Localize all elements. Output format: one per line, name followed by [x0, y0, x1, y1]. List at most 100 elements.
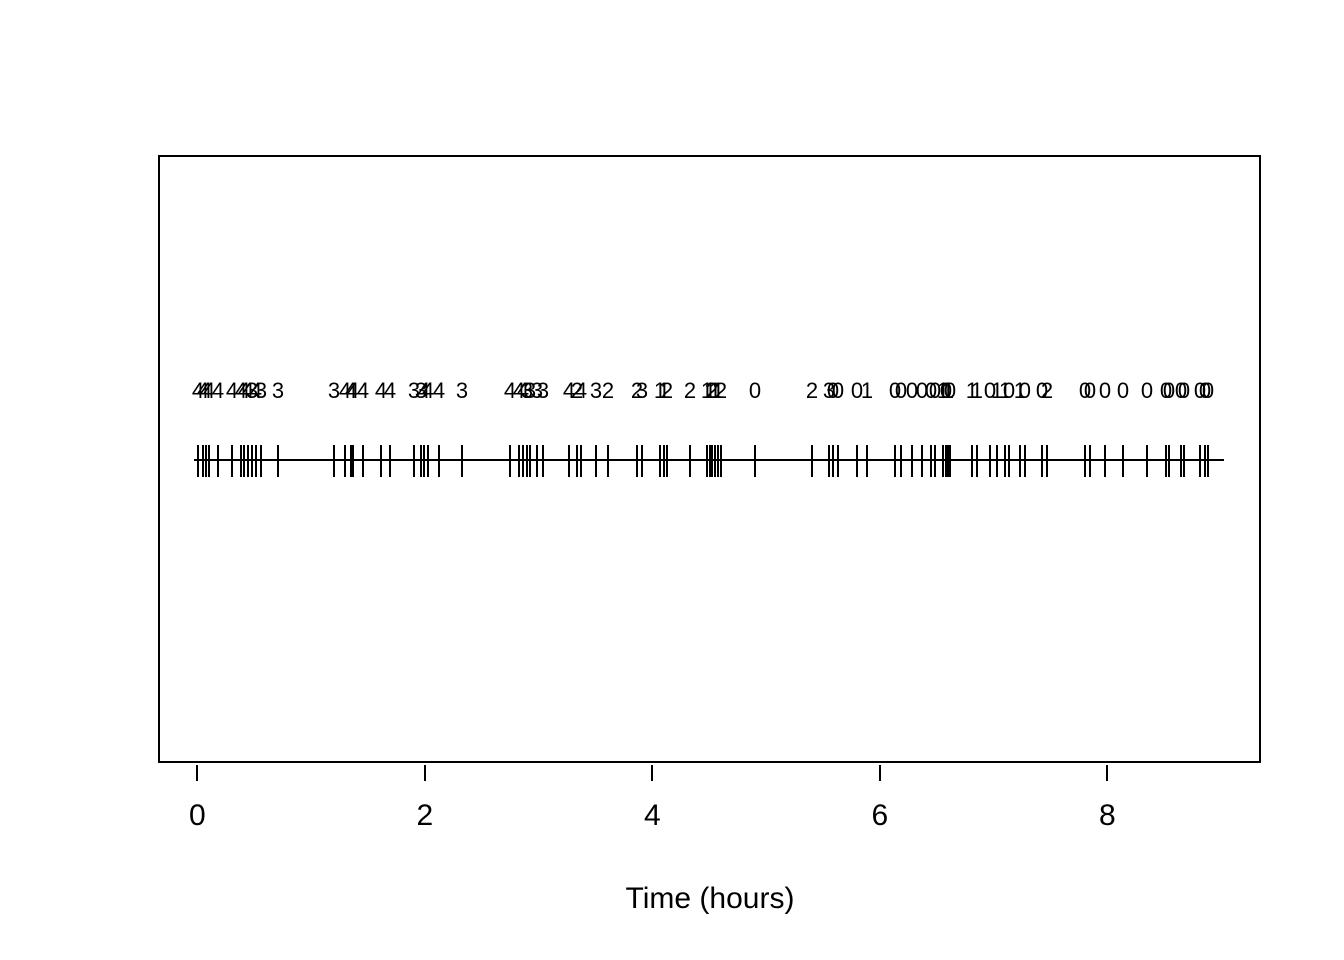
- event-tick: [663, 445, 665, 477]
- event-tick: [832, 445, 835, 477]
- event-tick: [216, 445, 219, 477]
- event-tick: [420, 445, 423, 477]
- event-count-label: 4: [237, 378, 251, 403]
- x-axis-tick: [651, 765, 654, 781]
- event-count-label: 0: [1174, 378, 1188, 403]
- event-tick: [995, 445, 998, 477]
- event-count-label: 0: [924, 378, 938, 403]
- event-count-label: 0: [831, 378, 845, 403]
- event-count-label: 1: [970, 378, 984, 403]
- event-tick: [942, 445, 945, 477]
- event-count-label: 3: [536, 378, 550, 403]
- event-tick: [866, 445, 869, 477]
- event-tick: [508, 445, 511, 477]
- event-tick: [636, 445, 639, 477]
- event-count-label: 1: [1013, 378, 1027, 403]
- event-tick: [230, 445, 233, 477]
- event-count-label: 0: [888, 378, 902, 403]
- event-count-label: 4: [249, 378, 263, 403]
- event-count-label: 3: [407, 378, 421, 403]
- event-count-label: 4: [234, 378, 248, 403]
- event-tick: [810, 445, 813, 477]
- event-tick: [575, 445, 578, 477]
- event-tick: [254, 445, 257, 477]
- event-tick: [1182, 445, 1185, 477]
- event-count-label: 2: [570, 378, 584, 403]
- event-tick: [711, 445, 713, 477]
- event-tick: [1104, 445, 1106, 477]
- event-tick: [641, 445, 644, 477]
- event-count-label: 4: [503, 378, 517, 403]
- x-axis-tick: [196, 765, 199, 781]
- event-count-label: 3: [520, 378, 534, 403]
- event-tick: [709, 445, 712, 477]
- event-count-label: 4: [417, 378, 431, 403]
- event-count-label: 0: [1018, 378, 1032, 403]
- event-tick: [1121, 445, 1124, 477]
- event-tick: [894, 445, 897, 477]
- event-count-label: 1: [708, 378, 722, 403]
- event-count-label: 1: [936, 378, 950, 403]
- event-tick: [1198, 445, 1201, 477]
- event-tick: [856, 445, 859, 477]
- event-count-label: 4: [562, 378, 576, 403]
- event-count-label: 0: [1035, 378, 1049, 403]
- event-tick: [521, 445, 524, 477]
- event-count-label: 3: [271, 378, 285, 403]
- event-count-label: 3: [414, 378, 428, 403]
- event-tick: [714, 445, 717, 477]
- event-count-label: 3: [254, 378, 268, 403]
- event-count-label: 2: [714, 378, 728, 403]
- event-count-label: 0: [1193, 378, 1207, 403]
- event-tick: [579, 445, 582, 477]
- event-count-label: 4: [202, 378, 216, 403]
- event-count-label: 2: [1040, 378, 1054, 403]
- event-tick: [944, 445, 947, 477]
- event-count-label: 0: [928, 378, 942, 403]
- event-tick: [422, 445, 425, 477]
- event-count-label: 0: [939, 378, 953, 403]
- event-tick: [594, 445, 597, 477]
- event-tick: [1018, 445, 1021, 477]
- event-tick: [933, 445, 936, 477]
- event-tick: [1040, 445, 1043, 477]
- event-count-label: 0: [1177, 378, 1191, 403]
- event-count-label: 4: [421, 378, 435, 403]
- event-count-label: 2: [630, 378, 644, 403]
- event-tick: [251, 445, 253, 477]
- x-axis-tick-label: 4: [644, 799, 661, 832]
- event-count-label: 4: [346, 378, 360, 403]
- event-tick: [529, 445, 531, 477]
- x-axis-tick-label: 8: [1099, 799, 1116, 832]
- event-count-label: 0: [850, 378, 864, 403]
- event-count-label: 3: [589, 378, 603, 403]
- event-count-label: 3: [530, 378, 544, 403]
- event-count-label: 4: [191, 378, 205, 403]
- event-count-label: 4: [199, 378, 213, 403]
- event-tick: [1145, 445, 1148, 477]
- event-tick: [948, 445, 951, 477]
- event-tick: [201, 445, 204, 477]
- event-tick: [719, 445, 722, 477]
- event-tick: [659, 445, 662, 477]
- event-tick: [837, 445, 840, 477]
- event-tick: [412, 445, 415, 477]
- event-count-label: 4: [211, 378, 225, 403]
- event-tick: [379, 445, 382, 477]
- event-tick: [899, 445, 902, 477]
- event-count-label: 1: [965, 378, 979, 403]
- event-tick: [259, 445, 262, 477]
- event-count-label: 2: [683, 378, 697, 403]
- event-count-label: 4: [512, 378, 526, 403]
- event-count-label: 2: [601, 378, 615, 403]
- event-tick: [526, 445, 529, 477]
- event-count-label: 0: [1159, 378, 1173, 403]
- event-tick: [828, 445, 831, 477]
- event-count-label: 0: [1098, 378, 1112, 403]
- event-tick: [910, 445, 913, 477]
- event-count-label: 2: [805, 378, 819, 403]
- event-count-label: 4: [356, 378, 370, 403]
- event-count-label: 0: [1201, 378, 1215, 403]
- event-count-label: 1: [860, 378, 874, 403]
- event-count-label: 1: [657, 378, 671, 403]
